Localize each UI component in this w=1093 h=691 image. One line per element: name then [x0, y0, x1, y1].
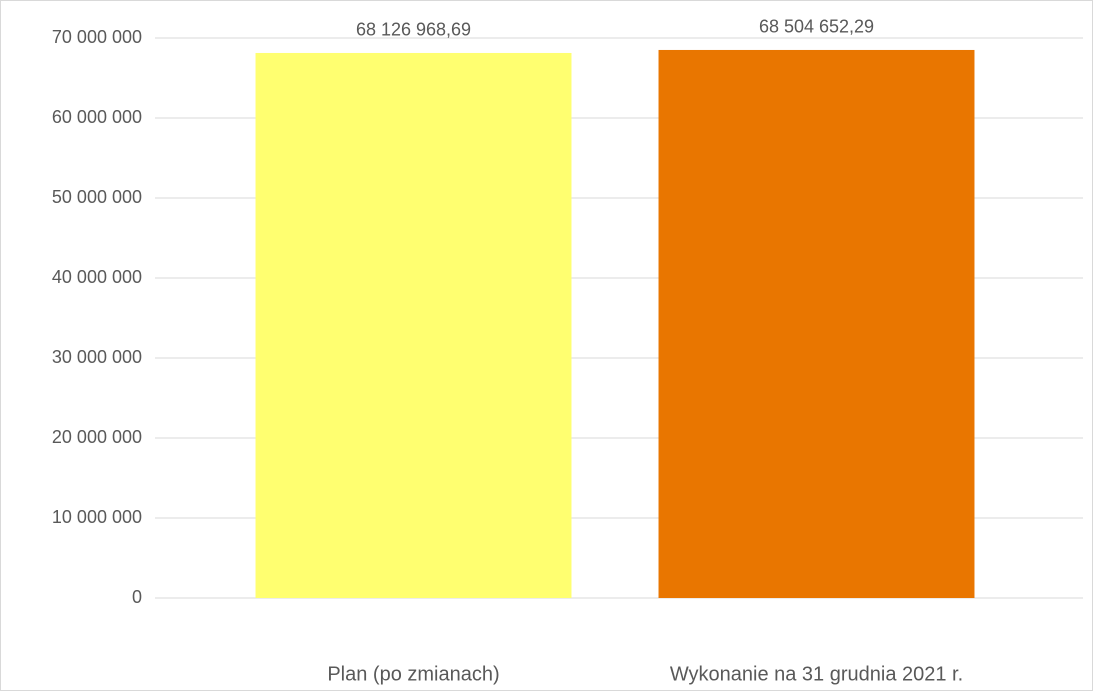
data-label: 68 504 652,29 — [759, 17, 874, 37]
data-label: 68 126 968,69 — [356, 20, 471, 40]
y-tick-label: 50 000 000 — [52, 187, 142, 207]
x-tick-label: Wykonanie na 31 grudnia 2021 r. — [670, 663, 963, 685]
bar — [255, 52, 572, 598]
x-tick-label: Plan (po zmianach) — [327, 663, 499, 685]
y-tick-label: 0 — [132, 587, 142, 607]
y-tick-label: 20 000 000 — [52, 427, 142, 447]
y-tick-label: 70 000 000 — [52, 27, 142, 47]
y-tick-label: 40 000 000 — [52, 267, 142, 287]
y-tick-label: 60 000 000 — [52, 107, 142, 127]
bar — [658, 49, 975, 599]
y-tick-label: 10 000 000 — [52, 507, 142, 527]
y-tick-label: 30 000 000 — [52, 347, 142, 367]
